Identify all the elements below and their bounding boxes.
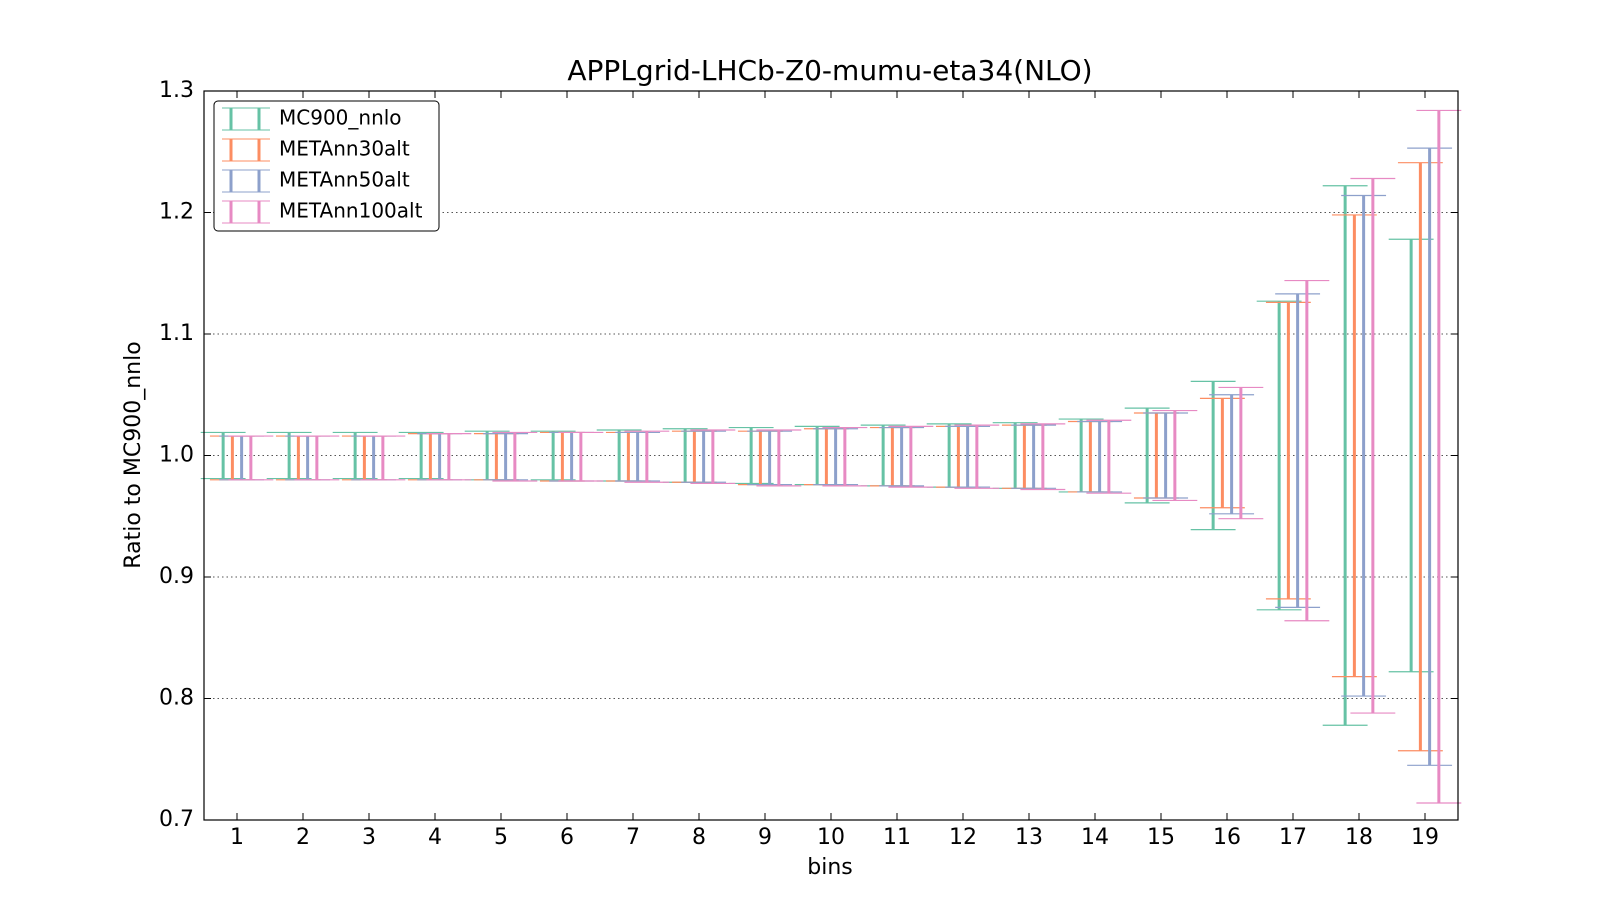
x-tick-label: 3 — [362, 825, 376, 850]
y-tick-label: 0.8 — [159, 686, 194, 711]
y-tick-label: 1.2 — [159, 200, 194, 225]
legend-label: METAnn30alt — [279, 137, 410, 161]
plot-frame — [203, 90, 1459, 821]
x-tick-label: 18 — [1345, 825, 1373, 850]
x-tick-label: 17 — [1279, 825, 1307, 850]
y-tick-label: 1.3 — [159, 78, 194, 103]
x-tick-label: 9 — [758, 825, 772, 850]
x-tick-label: 13 — [1015, 825, 1043, 850]
y-tick-label: 1.1 — [159, 321, 194, 346]
x-tick-label: 14 — [1081, 825, 1109, 850]
x-tick-label: 4 — [428, 825, 442, 850]
x-tick-label: 7 — [626, 825, 640, 850]
chart-title: APPLgrid-LHCb-Z0-mumu-eta34(NLO) — [567, 54, 1092, 87]
x-tick-label: 6 — [560, 825, 574, 850]
y-axis-label: Ratio to MC900_nnlo — [121, 341, 146, 568]
y-tick-label: 1.0 — [159, 443, 194, 468]
x-tick-label: 12 — [949, 825, 977, 850]
x-tick-label: 2 — [296, 825, 310, 850]
x-tick-label: 1 — [230, 825, 244, 850]
x-tick-label: 8 — [692, 825, 706, 850]
legend-label: METAnn50alt — [279, 168, 410, 192]
x-tick-label: 16 — [1213, 825, 1241, 850]
x-axis-label: bins — [807, 855, 852, 880]
x-tick-label: 15 — [1147, 825, 1175, 850]
y-tick-label: 0.9 — [159, 564, 194, 589]
y-tick-label: 0.7 — [159, 807, 194, 832]
x-tick-label: 10 — [817, 825, 845, 850]
legend-box — [213, 100, 440, 232]
x-tick-label: 5 — [494, 825, 508, 850]
legend-label: MC900_nnlo — [279, 106, 402, 130]
legend-label: METAnn100alt — [279, 199, 423, 223]
x-tick-label: 19 — [1411, 825, 1439, 850]
x-tick-label: 11 — [883, 825, 911, 850]
